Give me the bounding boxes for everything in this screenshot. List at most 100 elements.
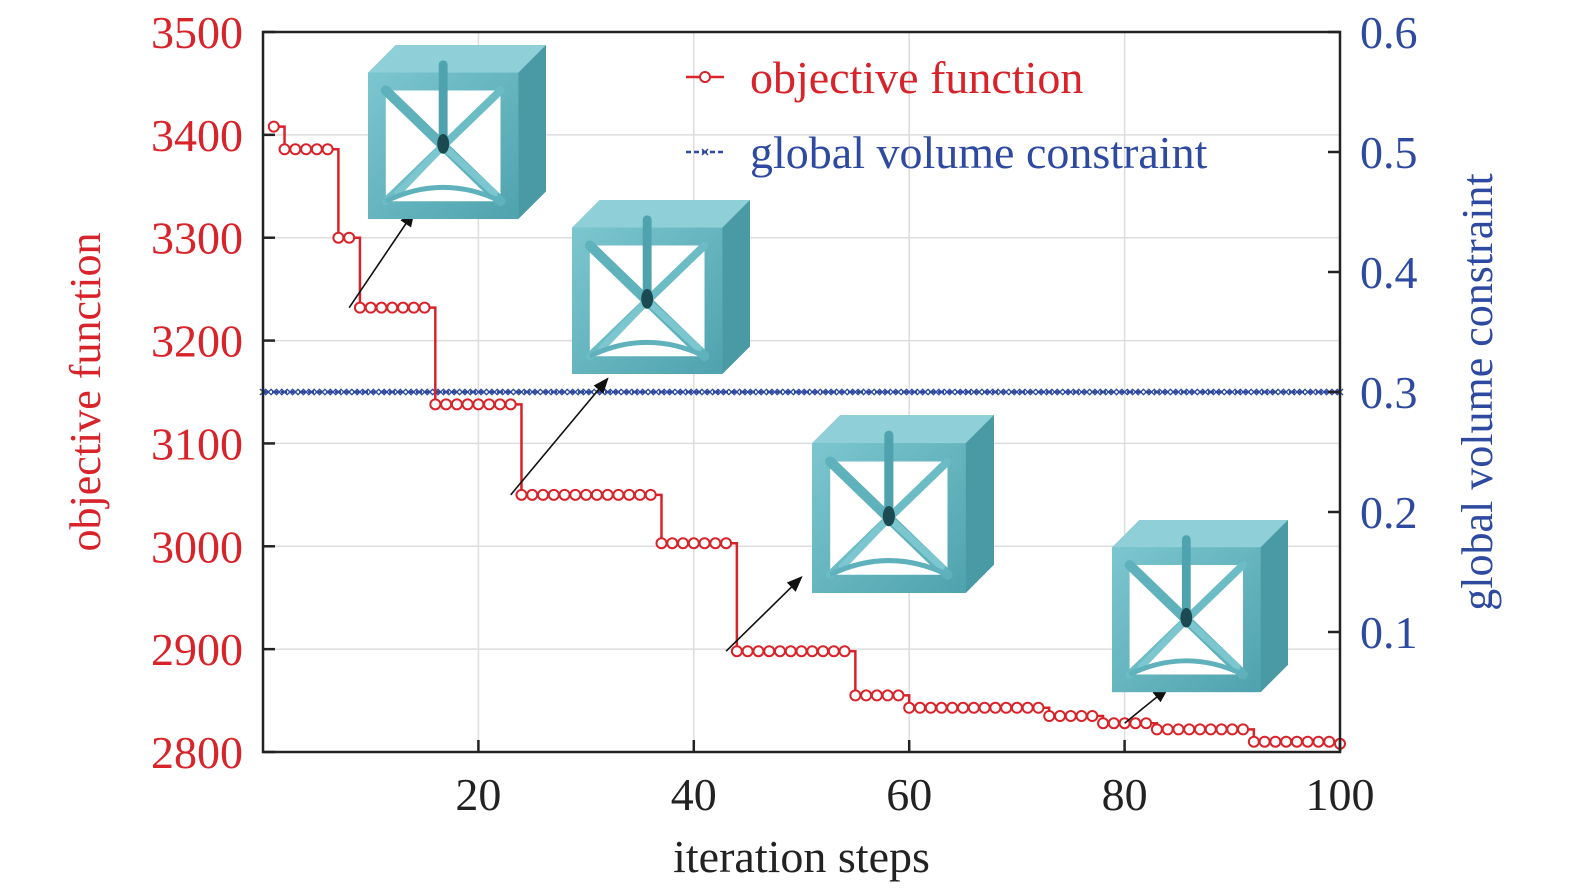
constraint-point (1180, 388, 1188, 396)
constraint-point (480, 388, 488, 396)
constraint-point (361, 388, 369, 396)
objective-point (407, 301, 420, 314)
constraint-point (765, 388, 773, 396)
constraint-point (1223, 388, 1231, 396)
constraint-point (744, 388, 752, 396)
objective-point (903, 701, 916, 714)
constraint-point (550, 388, 558, 396)
objective-point (397, 301, 410, 314)
y-right-tick-label: 0.5 (1360, 127, 1418, 178)
objective-point (698, 537, 711, 550)
objective-point (364, 301, 377, 314)
y-left-tick-label: 3000 (151, 521, 243, 572)
objective-point (558, 488, 571, 501)
constraint-point (286, 388, 294, 396)
objective-point (1140, 717, 1153, 730)
constraint-point (641, 388, 649, 396)
objective-point (321, 143, 334, 156)
objective-point (601, 488, 614, 501)
constraint-point (959, 388, 967, 396)
constraint-point (356, 388, 364, 396)
constraint-point (1083, 388, 1091, 396)
y-left-tick-label: 2900 (151, 624, 243, 675)
objective-point (375, 301, 388, 314)
objective-point (1312, 735, 1325, 748)
constraint-point (1051, 388, 1059, 396)
objective-point (795, 645, 808, 658)
constraint-point (1271, 388, 1279, 396)
constraint-point (318, 388, 326, 396)
axis-ticks: 20 40 60 80 100 2800 2900 3000 3100 3200 3300 3400 3… (151, 7, 1418, 820)
constraint-point (717, 388, 725, 396)
constraint-point (846, 388, 854, 396)
constraint-point (878, 388, 886, 396)
constraint-point (668, 388, 676, 396)
constraint-point (986, 388, 994, 396)
objective-point (1161, 723, 1174, 736)
objective-point (483, 398, 496, 411)
constraint-point (1164, 388, 1172, 396)
constraint-point (518, 388, 525, 396)
objective-point (773, 645, 786, 658)
constraint-point (399, 388, 407, 396)
constraint-point (1304, 388, 1312, 396)
objective-point (504, 398, 517, 411)
objective-point (666, 537, 679, 550)
objective-point (515, 488, 528, 501)
x-axis-label: iteration steps (673, 831, 930, 882)
objective-point (1053, 710, 1066, 722)
objective-point (935, 701, 948, 714)
constraint-point (1158, 388, 1166, 396)
objective-point (1215, 723, 1228, 736)
constraint-point (523, 388, 531, 396)
constraint-point (690, 388, 698, 396)
constraint-point (943, 388, 951, 396)
constraint-point (841, 388, 849, 396)
objective-point (838, 645, 851, 658)
constraint-point (625, 388, 633, 396)
volume-constraint-series (259, 388, 1344, 396)
constraint-point (798, 388, 805, 396)
objective-point (720, 537, 733, 550)
constraint-point (1282, 388, 1290, 396)
objective-point (289, 143, 302, 156)
x-tick-label: 40 (671, 769, 717, 820)
constraint-point (404, 388, 412, 396)
constraint-point (1315, 388, 1322, 396)
legend: objective function global volume constra… (686, 52, 1208, 178)
constraint-point (1067, 388, 1075, 396)
constraint-point (647, 388, 655, 396)
constraint-point (1131, 388, 1139, 396)
constraint-point (857, 388, 865, 396)
constraint-point (324, 388, 332, 396)
constraint-point (1029, 388, 1037, 396)
constraint-point (372, 388, 380, 396)
constraint-point (577, 388, 585, 396)
constraint-point (787, 388, 795, 396)
objective-point (278, 143, 291, 156)
objective-point (493, 398, 506, 411)
objective-point (1097, 717, 1110, 730)
constraint-point (1244, 388, 1252, 396)
constraint-point (1099, 388, 1107, 396)
constraint-point (1266, 388, 1274, 396)
constraint-point (291, 388, 299, 396)
constraint-point (981, 388, 989, 396)
constraint-point (571, 388, 579, 396)
constraint-point (566, 388, 574, 396)
objective-point (957, 701, 970, 714)
constraint-point (614, 388, 622, 396)
objective-point (1204, 723, 1217, 736)
constraint-point (302, 388, 310, 396)
constraint-point (275, 388, 283, 396)
objective-point (580, 488, 593, 501)
objective-point (806, 645, 819, 658)
constraint-point (1078, 388, 1085, 396)
constraint-point (474, 388, 482, 396)
objective-point (1290, 735, 1303, 748)
objective-point (730, 645, 743, 658)
constraint-point (975, 388, 983, 396)
objective-point (1000, 701, 1013, 714)
constraint-point (544, 388, 552, 396)
objective-point (1150, 723, 1163, 736)
